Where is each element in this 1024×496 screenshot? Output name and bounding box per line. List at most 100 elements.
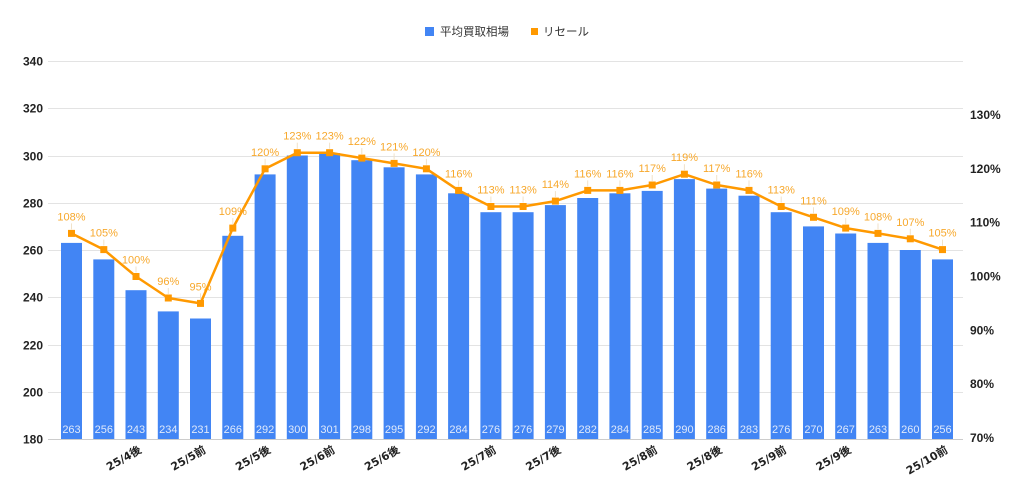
left-tick-label: 320 bbox=[23, 102, 43, 116]
line-value-label: 120% bbox=[251, 147, 279, 159]
bar[interactable] bbox=[512, 212, 534, 439]
line-point-marker[interactable] bbox=[519, 203, 527, 210]
bar-value-label: 290 bbox=[675, 424, 693, 436]
line-point-marker[interactable] bbox=[939, 246, 946, 254]
bar[interactable] bbox=[673, 179, 695, 439]
left-tick-label: 280 bbox=[23, 197, 43, 211]
legend-item-bar[interactable]: 平均買取相場 bbox=[425, 25, 509, 39]
line-point-marker[interactable] bbox=[164, 294, 172, 302]
line-series bbox=[68, 149, 946, 307]
bar-value-label: 283 bbox=[740, 424, 758, 436]
bar[interactable] bbox=[480, 212, 502, 439]
line-point-marker[interactable] bbox=[745, 186, 753, 194]
bar[interactable] bbox=[319, 153, 341, 439]
bar[interactable] bbox=[738, 195, 760, 439]
right-tick-label: 80% bbox=[970, 377, 994, 391]
bar[interactable] bbox=[641, 190, 663, 439]
line-point-marker[interactable] bbox=[229, 224, 237, 232]
bar[interactable] bbox=[706, 188, 728, 439]
bar[interactable] bbox=[125, 290, 147, 439]
bar[interactable] bbox=[415, 174, 437, 439]
bar[interactable] bbox=[448, 193, 470, 439]
line-point-marker[interactable] bbox=[616, 186, 624, 194]
line-point-marker[interactable] bbox=[842, 224, 850, 232]
legend-line-label: リセール bbox=[543, 25, 589, 39]
line-value-label: 119% bbox=[671, 152, 699, 164]
left-y-axis: 180 200 220 240 260 280 300 320 340 bbox=[23, 55, 43, 447]
line-point-marker[interactable] bbox=[487, 203, 495, 210]
line-point-marker[interactable] bbox=[584, 186, 592, 194]
line-point-marker[interactable] bbox=[358, 154, 366, 162]
bar[interactable] bbox=[609, 193, 631, 439]
left-tick-label: 300 bbox=[23, 150, 43, 164]
bar-value-label: 282 bbox=[579, 424, 597, 436]
right-y-axis: 70% 80% 90% 100% 110% 120% 130% bbox=[970, 108, 1001, 445]
bar[interactable] bbox=[254, 174, 276, 439]
bar[interactable] bbox=[867, 242, 889, 439]
line-point-marker[interactable] bbox=[906, 235, 914, 243]
line-point-marker[interactable] bbox=[100, 246, 108, 254]
bar-value-label: 300 bbox=[288, 424, 306, 436]
line-point-marker[interactable] bbox=[680, 170, 688, 178]
bar-value-label: 285 bbox=[643, 424, 661, 436]
bar-value-label: 243 bbox=[127, 424, 145, 436]
x-tick-label: 25/9前 bbox=[749, 442, 789, 473]
bar-value-label: 263 bbox=[869, 424, 887, 436]
line-point-marker[interactable] bbox=[551, 197, 559, 205]
bar[interactable] bbox=[577, 198, 599, 439]
bar[interactable] bbox=[93, 259, 115, 439]
bar-value-label: 292 bbox=[417, 424, 435, 436]
line-point-marker[interactable] bbox=[422, 165, 430, 173]
line-value-label: 95% bbox=[189, 281, 211, 293]
bar[interactable] bbox=[222, 235, 244, 439]
bar[interactable] bbox=[157, 311, 179, 439]
bar-value-label: 267 bbox=[837, 424, 855, 436]
line-point-marker[interactable] bbox=[326, 149, 334, 157]
bar[interactable] bbox=[286, 155, 308, 440]
bar-series bbox=[61, 153, 953, 440]
legend-item-line[interactable]: リセール bbox=[531, 25, 589, 39]
bar[interactable] bbox=[61, 242, 82, 439]
line-value-label: 100% bbox=[122, 255, 150, 267]
bar[interactable] bbox=[544, 205, 566, 439]
line-point-marker[interactable] bbox=[713, 181, 721, 189]
right-tick-label: 70% bbox=[970, 431, 994, 445]
line-value-label: 123% bbox=[316, 131, 344, 143]
line-point-marker[interactable] bbox=[874, 229, 882, 237]
line-point-marker[interactable] bbox=[197, 299, 204, 307]
right-tick-label: 100% bbox=[970, 270, 1001, 284]
bar[interactable] bbox=[899, 250, 921, 439]
x-tick-label: 25/9後 bbox=[813, 442, 854, 474]
bar-value-label: 234 bbox=[159, 424, 177, 436]
line-point-marker[interactable] bbox=[132, 273, 140, 280]
line-value-label: 113% bbox=[477, 185, 505, 197]
gridlines bbox=[48, 61, 963, 440]
bar[interactable] bbox=[835, 233, 857, 440]
bar[interactable] bbox=[932, 259, 953, 439]
bar[interactable] bbox=[190, 318, 211, 440]
bar-value-label: 301 bbox=[320, 424, 338, 436]
bar[interactable] bbox=[770, 212, 792, 439]
line-point-marker[interactable] bbox=[810, 213, 817, 221]
line-point-marker[interactable] bbox=[777, 203, 785, 210]
bar[interactable] bbox=[383, 167, 405, 440]
legend-bar-label: 平均買取相場 bbox=[440, 25, 509, 39]
line-point-marker[interactable] bbox=[68, 229, 75, 237]
line-point-marker[interactable] bbox=[455, 186, 463, 194]
line-point-marker[interactable] bbox=[648, 181, 656, 189]
line-value-label: 109% bbox=[832, 206, 860, 218]
resale-line bbox=[70, 151, 943, 305]
line-value-label: 116% bbox=[574, 168, 602, 180]
bar-value-label: 276 bbox=[772, 424, 790, 436]
line-point-marker[interactable] bbox=[293, 149, 301, 157]
line-value-label: 116% bbox=[445, 168, 473, 180]
line-value-label: 105% bbox=[90, 228, 118, 240]
line-point-marker[interactable] bbox=[390, 159, 398, 167]
bar[interactable] bbox=[803, 226, 824, 439]
bar[interactable] bbox=[351, 160, 373, 439]
left-tick-label: 220 bbox=[23, 339, 43, 353]
line-value-label: 105% bbox=[928, 228, 956, 240]
line-point-marker[interactable] bbox=[261, 165, 269, 173]
bar-value-label: 256 bbox=[933, 424, 951, 436]
